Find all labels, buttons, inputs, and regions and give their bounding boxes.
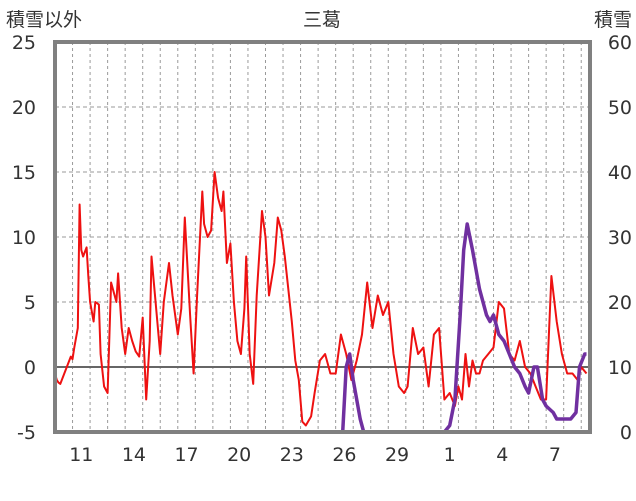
left-axis-tick-label: 5 xyxy=(24,292,36,314)
x-tick-label: 23 xyxy=(280,444,304,466)
left-axis-tick-label: 15 xyxy=(12,162,36,184)
right-axis-tick-label: 20 xyxy=(608,292,632,314)
x-tick-label: 14 xyxy=(122,444,146,466)
left-axis-tick-label: 20 xyxy=(12,97,36,119)
grid xyxy=(55,42,590,432)
left-axis-tick-label: 0 xyxy=(24,357,36,379)
right-axis-tick-label: 50 xyxy=(608,97,632,119)
x-tick-label: 4 xyxy=(496,444,508,466)
left-axis-title: 積雪以外 xyxy=(6,9,82,31)
x-tick-label: 20 xyxy=(227,444,251,466)
right-axis-tick-label: 30 xyxy=(608,227,632,249)
right-axis-tick-label: 0 xyxy=(620,422,632,444)
chart-title: 三葛 xyxy=(303,9,341,31)
right-axis-tick-label: 60 xyxy=(608,32,632,54)
series-layer xyxy=(54,171,588,434)
x-tick-label: 11 xyxy=(69,444,93,466)
x-tick-label: 29 xyxy=(385,444,409,466)
temperature-series-line xyxy=(54,171,588,427)
right-axis-tick-label: 10 xyxy=(608,357,632,379)
x-tick-label: 26 xyxy=(332,444,356,466)
right-axis-title: 積雪 xyxy=(594,9,632,31)
right-axis-tick-label: 40 xyxy=(608,162,632,184)
left-axis-tick-label: 10 xyxy=(12,227,36,249)
x-tick-label: 7 xyxy=(549,444,561,466)
snow-depth-series-line xyxy=(55,222,587,434)
left-axis-tick-label: 25 xyxy=(12,32,36,54)
left-axis-tick-label: -5 xyxy=(17,422,36,444)
x-tick-label: 1 xyxy=(444,444,456,466)
x-tick-label: 17 xyxy=(174,444,198,466)
plot-frame xyxy=(53,40,592,434)
